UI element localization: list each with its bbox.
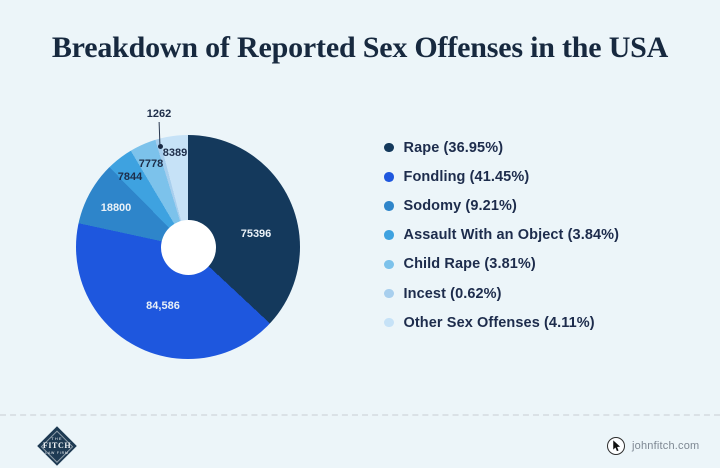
legend-swatch-child-rape xyxy=(384,259,394,270)
legend-item-incest: Incest (0.62%) xyxy=(384,279,619,308)
incest-leader-dot xyxy=(157,144,163,149)
legend-label-fondling: Fondling (41.45%) xyxy=(403,168,530,185)
legend-label-assault: Assault With an Object (3.84%) xyxy=(403,227,620,244)
website-label: johnfitch.com xyxy=(632,440,700,452)
slice-value-assault: 7844 xyxy=(117,171,143,183)
page-title: Breakdown of Reported Sex Offenses in th… xyxy=(51,31,669,64)
legend-item-other: Other Sex Offenses (4.11%) xyxy=(384,308,619,337)
legend-label-rape: Rape (36.95%) xyxy=(403,139,504,156)
legend-label-other: Other Sex Offenses (4.11%) xyxy=(403,314,595,331)
donut-chart-area: 75396 84,586 18800 7844 7778 1262 8389 xyxy=(76,108,300,359)
legend-label-sodomy: Sodomy (9.21%) xyxy=(403,197,517,214)
cursor-icon xyxy=(607,437,625,455)
legend-label-incest: Incest (0.62%) xyxy=(403,285,502,302)
slice-value-incest: 1262 xyxy=(146,108,172,120)
incest-leader-line xyxy=(158,121,161,145)
legend-swatch-sodomy xyxy=(384,201,394,211)
slice-value-rape: 75396 xyxy=(240,228,272,240)
slice-value-sodomy: 18800 xyxy=(100,202,132,214)
legend-swatch-rape xyxy=(384,142,394,153)
legend-label-child-rape: Child Rape (3.81%) xyxy=(403,256,536,273)
slice-value-other: 8389 xyxy=(162,147,188,159)
legend-swatch-fondling xyxy=(384,172,394,182)
legend-swatch-other xyxy=(384,317,394,328)
legend: Rape (36.95%) Fondling (41.45%) Sodomy (… xyxy=(384,133,619,337)
fitch-law-firm-logo: THE FITCH LAW FIRM xyxy=(37,426,77,466)
logo-text-fitch: FITCH xyxy=(42,441,72,451)
legend-item-sodomy: Sodomy (9.21%) xyxy=(384,191,619,220)
website-badge[interactable]: johnfitch.com xyxy=(607,437,699,455)
dashed-separator xyxy=(0,414,720,416)
legend-swatch-incest xyxy=(384,288,394,299)
slice-value-fondling: 84,586 xyxy=(146,300,180,312)
legend-item-assault: Assault With an Object (3.84%) xyxy=(384,221,619,250)
legend-item-fondling: Fondling (41.45%) xyxy=(384,162,619,191)
legend-item-child-rape: Child Rape (3.81%) xyxy=(384,250,619,279)
legend-swatch-assault xyxy=(384,230,394,240)
legend-item-rape: Rape (36.95%) xyxy=(384,133,619,162)
donut-hole xyxy=(160,219,216,275)
logo-text-law-firm: LAW FIRM xyxy=(45,451,69,456)
slice-value-child-rape: 7778 xyxy=(138,158,164,170)
